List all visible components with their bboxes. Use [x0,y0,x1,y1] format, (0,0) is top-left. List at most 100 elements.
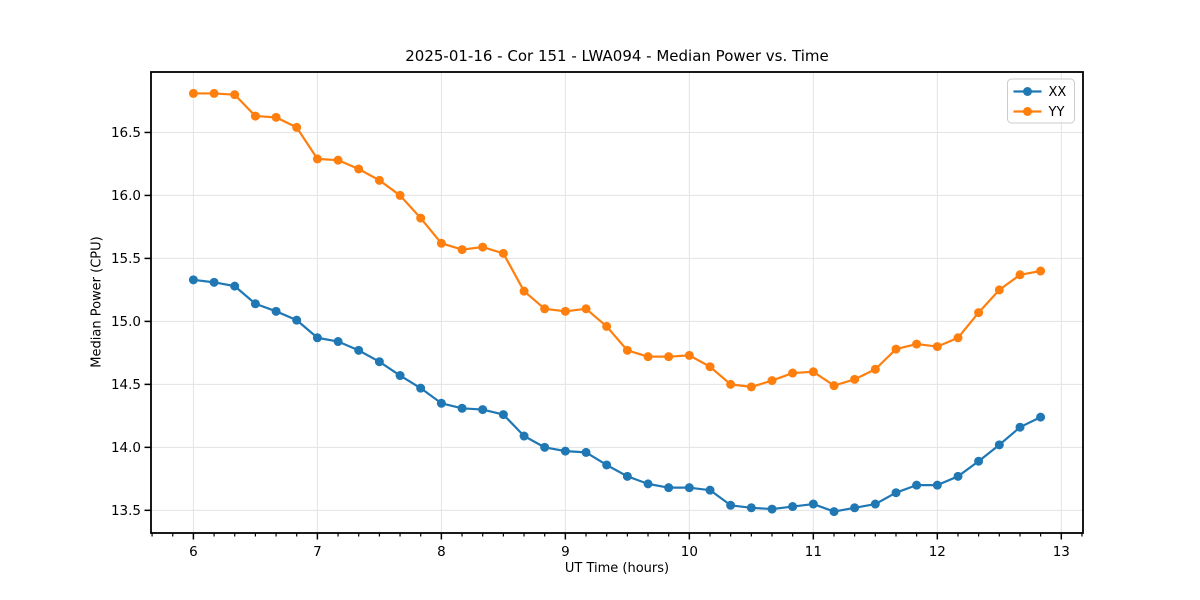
series-XX-marker [540,442,550,452]
series-YY-marker [581,304,591,314]
grid [151,72,1083,533]
series-YY-marker [416,213,426,223]
series-YY-marker [912,339,922,349]
series-YY-marker [891,344,901,354]
series-YY-marker [498,248,508,258]
series-YY-marker [684,350,694,360]
series-XX-marker [767,504,777,514]
series-YY-marker [312,154,322,164]
x-axis-label: UT Time (hours) [564,561,670,576]
series-XX-marker [519,431,529,441]
series-XX-marker [560,446,570,456]
series-XX-marker [1015,422,1025,432]
x-tick-label: 11 [805,544,822,560]
series-YY-marker [602,321,612,331]
series-XX-marker [292,315,302,325]
y-tick-label: 15.5 [111,251,141,267]
series-YY-marker [230,90,240,100]
series-XX-marker [932,480,942,490]
series-YY-marker [250,111,260,121]
y-tick-label: 14.5 [111,377,141,393]
series-YY-marker [354,164,364,174]
series-YY-marker [333,155,343,165]
series-YY-marker [994,285,1004,295]
series-XX [188,275,1046,517]
y-tick-label: 16.0 [111,188,141,204]
x-axis: 6 7 8 9 10 11 12 13 [189,533,1070,560]
series-YY-marker [829,381,839,391]
series-YY-marker [850,374,860,384]
series-YY-marker [1015,270,1025,280]
series-XX-marker [788,502,798,512]
series-YY-marker [374,175,384,185]
series-XX-marker [354,345,364,355]
series-YY-marker [705,362,715,372]
series-YY [188,88,1046,392]
series-XX-marker [250,299,260,309]
x-tick-label: 13 [1053,544,1070,560]
series-XX-marker [746,503,756,513]
x-tick-label: 7 [313,544,322,560]
series-YY-marker [788,368,798,378]
y-tick-label: 16.5 [111,125,141,141]
series-XX-marker [602,460,612,470]
series-XX-marker [498,410,508,420]
series-XX-marker [1036,412,1046,422]
series-XX-marker [188,275,198,285]
series-YY-marker [953,333,963,343]
series-YY-marker [974,308,984,318]
series-XX-marker [271,306,281,316]
series-XX-marker [230,281,240,291]
series-YY-marker [560,306,570,316]
series-YY-marker [726,379,736,389]
series-YY-marker [870,364,880,374]
series-YY-marker [664,352,674,362]
series-YY-marker [808,367,818,377]
legend: XX YY [1007,78,1075,124]
series-XX-marker [829,507,839,517]
series-YY-marker [540,304,550,314]
series-XX-marker [953,471,963,481]
series-XX-marker [395,371,405,381]
x-minor-ticks [151,533,1083,537]
series-XX-marker [705,485,715,495]
series-YY-marker [188,88,198,98]
series-XX-marker [891,488,901,498]
series-XX-marker [581,447,591,457]
x-tick-label: 12 [929,544,946,560]
series-XX-marker [994,440,1004,450]
series-YY-marker [478,242,488,252]
axes-spines [150,71,1084,534]
series-YY-marker [767,376,777,386]
series-YY-marker [457,245,467,255]
y-tick-label: 13.5 [111,503,141,519]
series-YY-marker [1036,266,1046,276]
series-YY-marker [519,286,529,296]
series-XX-marker [684,483,694,493]
series-YY-marker [932,342,942,352]
series-YY-marker [292,122,302,132]
series-XX-marker [912,480,922,490]
series-XX-marker [808,499,818,509]
legend-marker-YY [1023,107,1032,116]
series-XX-marker [436,398,446,408]
series-XX-marker [974,456,984,466]
series-YY-marker [209,88,219,98]
series-XX-marker [870,499,880,509]
x-tick-label: 6 [189,544,198,560]
series-YY-marker [622,345,632,355]
series-XX-marker [457,403,467,413]
legend-label-YY: YY [1048,105,1065,120]
series-XX-marker [850,503,860,513]
series-YY-marker [271,112,281,122]
series-YY-marker [395,190,405,200]
series-XX-marker [622,471,632,481]
y-tick-label: 14.0 [111,440,141,456]
series-XX-marker [643,479,653,489]
series-YY-marker [746,382,756,392]
series-XX-marker [478,405,488,415]
series-XX-marker [416,383,426,393]
series-XX-marker [312,333,322,343]
